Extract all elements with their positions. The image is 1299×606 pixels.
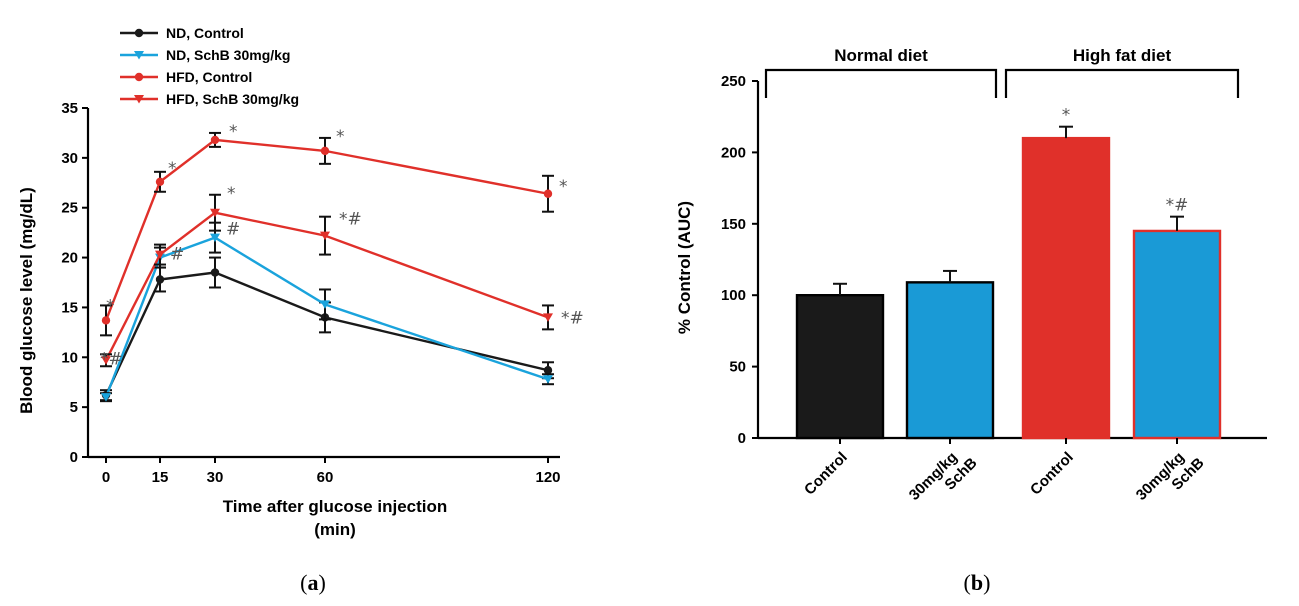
y-tick-label: 0 <box>70 449 78 466</box>
legend-label: HFD, Control <box>166 69 252 85</box>
y-axis-title: % Control (AUC) <box>675 201 694 334</box>
data-point <box>210 135 220 145</box>
group-bracket-0: Normal diet <box>764 46 998 98</box>
legend-item: ND, SchB 30mg/kg <box>120 47 290 63</box>
data-point <box>210 268 220 277</box>
bar-2: * Control <box>1021 106 1111 499</box>
data-point <box>543 313 553 322</box>
legend-item: HFD, SchB 30mg/kg <box>120 91 299 107</box>
legend-marker <box>134 51 144 60</box>
legend-label: HFD, SchB 30mg/kg <box>166 91 299 107</box>
legend-label: ND, Control <box>166 25 244 41</box>
data-point <box>210 233 220 243</box>
series-3: *#**#*# <box>100 184 584 369</box>
significance-label: * <box>559 177 568 197</box>
data-point <box>320 146 330 156</box>
data-point <box>210 208 220 218</box>
group-label: Normal diet <box>834 46 928 65</box>
significance-label: *# <box>339 210 362 230</box>
x-tick-label: Control <box>1027 449 1077 499</box>
x-axis-subtitle: (min) <box>314 520 356 539</box>
y-tick-label: 20 <box>61 250 78 267</box>
y-tick-label: 35 <box>61 100 78 117</box>
significance-label: # <box>170 245 184 265</box>
x-tick-label: 15 <box>152 469 169 486</box>
x-tick-label: 30mg/kgSchB <box>906 442 981 517</box>
significance-label: * <box>1062 106 1071 126</box>
x-axis-title: Time after glucose injection <box>223 497 448 516</box>
significance-label: *# <box>561 308 584 328</box>
bar-0: Control <box>795 282 885 499</box>
data-point <box>320 300 330 309</box>
caption-a: (a) <box>300 570 326 595</box>
y-tick-label: 5 <box>70 399 78 416</box>
bracket-line <box>1004 68 1240 98</box>
y-tick-label: 30 <box>61 150 78 167</box>
y-tick-label: 15 <box>61 299 78 316</box>
x-tick-label: 30 <box>207 469 224 486</box>
x-tick-label: 120 <box>535 469 560 486</box>
legend-marker <box>134 72 144 82</box>
data-point <box>543 366 553 375</box>
significance-label: *# <box>1166 196 1189 216</box>
x-tick-label-line: Control <box>1027 449 1077 499</box>
group-label: High fat diet <box>1073 46 1172 65</box>
panel-b-bar-chart: 0 50 100 150 200 250 % Control (AUC) Control 30m… <box>675 46 1267 517</box>
series-0 <box>100 256 554 402</box>
data-point <box>155 250 165 260</box>
data-point <box>543 189 553 198</box>
data-point <box>320 231 330 241</box>
y-tick-label: 10 <box>61 349 78 366</box>
bracket-line <box>764 68 998 98</box>
legend-item: ND, Control <box>120 25 244 41</box>
x-tick-label: Control <box>801 449 851 499</box>
data-point <box>155 275 165 284</box>
significance-label: * <box>229 122 238 142</box>
significance-label: # <box>226 220 240 240</box>
bar <box>795 294 885 440</box>
legend-label: ND, SchB 30mg/kg <box>166 47 290 63</box>
significance-label: * <box>106 296 115 316</box>
data-point <box>101 393 111 402</box>
series-2: * * * * * <box>100 122 568 337</box>
y-tick-label: 25 <box>61 200 78 217</box>
y-tick-label: 0 <box>738 430 746 447</box>
legend-marker <box>134 95 144 104</box>
series-line <box>104 271 549 396</box>
data-point <box>155 177 165 186</box>
y-tick-label: 200 <box>721 144 746 161</box>
legend: ND, Control ND, SchB 30mg/kg HFD, Control H… <box>120 25 299 107</box>
y-tick-label: 50 <box>729 359 746 376</box>
significance-label: *# <box>100 349 123 369</box>
y-tick-label: 100 <box>721 287 746 304</box>
y-tick-label: 150 <box>721 216 746 233</box>
bar <box>1021 136 1111 440</box>
significance-label: * <box>227 184 236 204</box>
panel-a-line-chart: 0 5 10 15 20 25 30 35 0 15 30 60 120 Time after gluco… <box>17 25 584 539</box>
significance-label: * <box>336 127 345 147</box>
x-tick-label: 0 <box>102 469 110 486</box>
x-tick-label-line: Control <box>801 449 851 499</box>
data-point <box>543 375 553 384</box>
bar-1: 30mg/kgSchB <box>905 269 995 517</box>
legend-item: HFD, Control <box>120 69 252 85</box>
bar-3: *# 30mg/kgSchB <box>1132 196 1222 517</box>
data-point <box>101 316 111 325</box>
data-point <box>101 356 111 365</box>
y-axis-title: Blood glucose level (mg/dL) <box>17 187 36 414</box>
bar <box>1132 229 1222 440</box>
x-tick-label: 30mg/kgSchB <box>1133 442 1208 517</box>
group-bracket-1: High fat diet <box>1004 46 1240 98</box>
x-tick-label: 60 <box>317 469 334 486</box>
y-tick-label: 250 <box>721 73 746 90</box>
legend-marker <box>134 28 144 38</box>
significance-label: * <box>168 159 177 179</box>
caption-b: (b) <box>964 570 991 595</box>
bar <box>905 281 995 440</box>
